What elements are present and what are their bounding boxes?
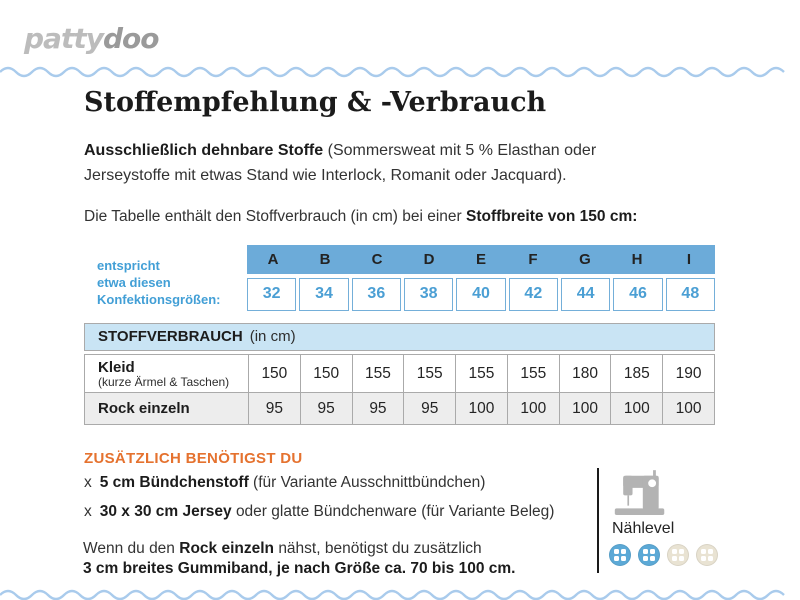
consumption-table-header: STOFFVERBRAUCH (in cm) — [84, 323, 715, 351]
size-letter-cell: C — [371, 251, 383, 268]
consumption-title-unit: (in cm) — [249, 328, 296, 345]
row-label: Rock einzeln — [98, 400, 190, 417]
table-note-pre: Die Tabelle enthält den Stoffverbrauch (… — [84, 208, 462, 225]
consumption-cell: 95 — [299, 393, 352, 424]
consumption-cell: 155 — [403, 355, 455, 392]
size-letter-cell: G — [579, 251, 591, 268]
table-note-bold: Stoffbreite von 150 cm: — [465, 208, 638, 225]
consumption-table-body: Kleid (kurze Ärmel & Taschen) 150 150 155… — [84, 354, 715, 425]
logo-patty: patty — [24, 22, 104, 55]
caption-line: etwa diesen — [97, 275, 171, 290]
wave-divider-top-icon — [0, 66, 785, 78]
size-letter-cell: D — [423, 251, 435, 268]
consumption-cell: 95 — [403, 393, 455, 424]
naehlevel-label: Nählevel — [612, 520, 675, 537]
consumption-cell: 100 — [455, 393, 507, 424]
row-sublabel: (kurze Ärmel & Taschen) — [98, 374, 230, 389]
consumption-cell: 150 — [299, 355, 352, 392]
naehlevel-indicator — [609, 544, 718, 566]
size-table-caption: entspricht etwa diesen Konfektionsgrößen… — [97, 257, 221, 308]
consumption-cell: 100 — [610, 393, 662, 424]
size-number-cell: 34 — [299, 278, 349, 311]
button-icon-empty — [696, 544, 718, 566]
size-number-cell: 42 — [508, 278, 558, 311]
size-letter-cell: A — [267, 251, 279, 268]
consumption-cell: 190 — [662, 355, 714, 392]
consumption-title: STOFFVERBRAUCH — [98, 328, 243, 345]
row-label: Kleid (kurze Ärmel & Taschen) — [98, 358, 230, 389]
button-holes — [643, 549, 655, 561]
consumption-cell: 95 — [248, 393, 300, 424]
intro-rest: (Sommersweat mit 5 % Elasthan oder Jerse… — [84, 142, 597, 184]
skirt-note-line1: Wenn du den Rock einzeln nähst, benötigs… — [83, 540, 482, 557]
size-number-cell: 38 — [403, 278, 454, 311]
vertical-divider — [597, 468, 599, 573]
table-row-rock: Rock einzeln 95 95 95 95 100 100 100 100… — [85, 392, 714, 424]
skirt-note-line2: 3 cm breites Gummiband, je nach Größe ca… — [83, 559, 516, 577]
consumption-cell: 180 — [558, 355, 611, 392]
consumption-cell: 100 — [558, 393, 611, 424]
size-letter-cell: I — [686, 251, 692, 268]
page-title: Stoffempfehlung & -Verbrauch — [84, 87, 547, 118]
caption-line: Konfektionsgrößen: — [97, 292, 221, 307]
fabric-recommendation-text: Ausschließlich dehnbare Stoffe (Sommersw… — [84, 138, 659, 188]
extras-heading: ZUSÄTZLICH BENÖTIGST DU — [84, 450, 303, 467]
size-number-cell: 46 — [613, 278, 663, 311]
size-letter-row: A B C D E F G H I — [247, 245, 715, 274]
consumption-cell: 95 — [351, 393, 404, 424]
consumption-cell: 155 — [506, 355, 559, 392]
consumption-cell: 155 — [455, 355, 507, 392]
item-marker: x — [84, 503, 92, 520]
caption-line: entspricht — [97, 258, 160, 273]
size-letter-cell: F — [528, 251, 538, 268]
consumption-cell: 155 — [351, 355, 404, 392]
consumption-table: STOFFVERBRAUCH (in cm) Kleid (kurze Ärmel … — [84, 323, 715, 425]
size-letter-cell: B — [319, 251, 331, 268]
button-icon-filled — [638, 544, 660, 566]
logo-doo: doo — [102, 22, 160, 55]
consumption-cell: 185 — [610, 355, 662, 392]
table-note-text: Die Tabelle enthält den Stoffverbrauch (… — [84, 208, 764, 226]
wave-divider-bottom-icon — [0, 589, 785, 600]
size-number-cell: 32 — [247, 278, 297, 311]
size-number-cell: 36 — [351, 278, 401, 311]
intro-bold: Ausschließlich dehnbare Stoffe — [84, 142, 324, 159]
pattydoo-logo: pattydoo — [24, 22, 160, 55]
button-icon-empty — [667, 544, 689, 566]
size-number-cell: 40 — [456, 278, 506, 311]
item-marker: x — [84, 474, 92, 491]
button-holes — [614, 549, 626, 561]
consumption-cell: 100 — [662, 393, 714, 424]
size-letter-cell: E — [475, 251, 486, 268]
consumption-cell: 150 — [248, 355, 300, 392]
extras-item-jersey: x 30 x 30 cm Jersey oder glatte Bündchenw… — [84, 503, 555, 520]
consumption-cell: 100 — [506, 393, 559, 424]
size-number-cell: 44 — [560, 278, 611, 311]
skirt-elastic-note: Wenn du den Rock einzeln nähst, benötigs… — [83, 539, 515, 578]
table-row-kleid: Kleid (kurze Ärmel & Taschen) 150 150 155… — [85, 355, 714, 392]
button-holes — [701, 549, 713, 561]
button-holes — [672, 549, 684, 561]
size-letter-cell: H — [631, 251, 643, 268]
sewing-machine-icon — [614, 470, 665, 515]
button-icon-filled — [609, 544, 631, 566]
size-table: A B C D E F G H I 32 34 36 38 40 42 44 4… — [247, 245, 715, 311]
size-number-row: 32 34 36 38 40 42 44 46 48 — [247, 278, 715, 311]
size-number-cell: 48 — [665, 278, 715, 311]
